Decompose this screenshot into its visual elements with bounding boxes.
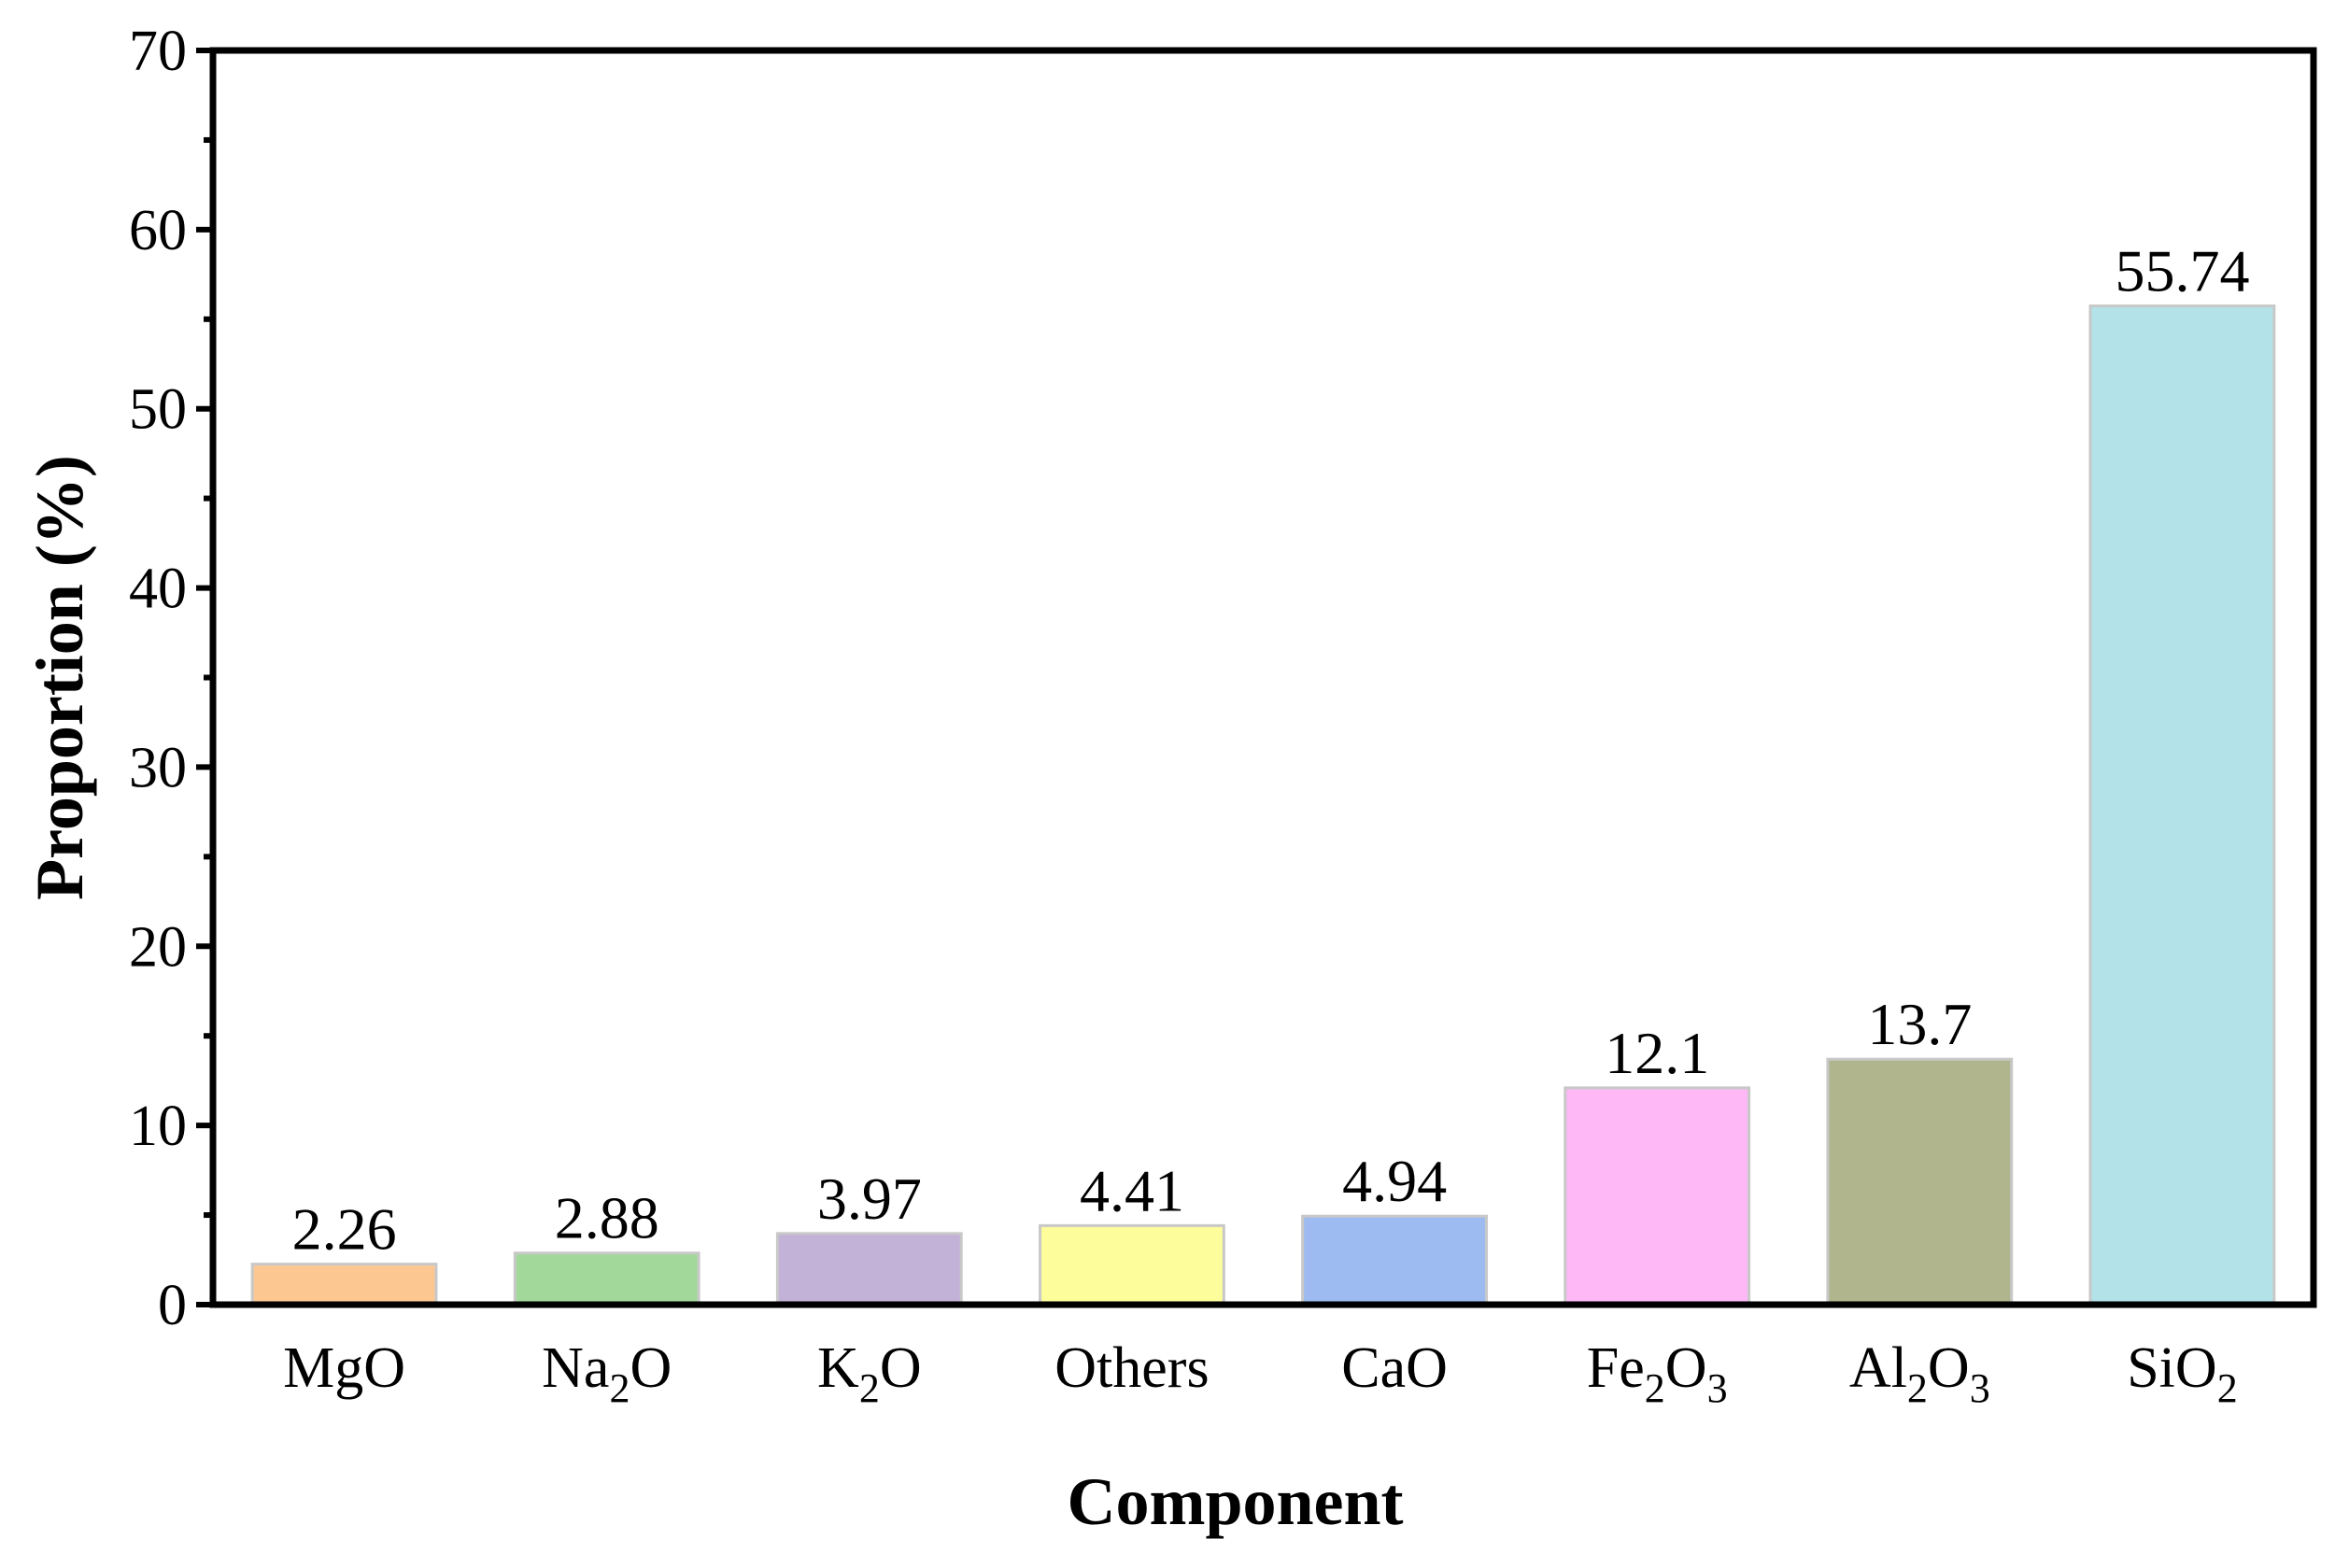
- category-label: MgO: [283, 1336, 405, 1400]
- bar-value-label: 2.26: [292, 1196, 397, 1263]
- bar-value-label: 12.1: [1605, 1020, 1709, 1086]
- y-tick-label: 60: [129, 199, 187, 262]
- y-axis-title: Proportion (%): [22, 455, 97, 900]
- bar-k2o: [775, 1232, 963, 1307]
- category-label: CaO: [1341, 1336, 1448, 1400]
- bar-al2o3: [1826, 1057, 2014, 1307]
- x-axis-category-labels: MgO Na2O K2O Others CaO Fe2O3 Al2O3 SiO2: [283, 1336, 2238, 1411]
- category-label: Na2O: [542, 1336, 672, 1411]
- bars-group: [250, 304, 2276, 1307]
- category-label: Fe2O3: [1587, 1336, 1728, 1411]
- bar-na2o: [513, 1251, 700, 1307]
- bar-cao: [1301, 1214, 1488, 1307]
- bar-value-label: 3.97: [817, 1165, 922, 1232]
- y-tick-label: 10: [129, 1095, 187, 1158]
- bar-value-label: 13.7: [1867, 991, 1972, 1057]
- bar-value-label: 55.74: [2115, 238, 2249, 304]
- y-tick-label: 50: [129, 378, 187, 442]
- y-tick-label: 20: [129, 915, 187, 979]
- y-tick-label: 40: [129, 558, 187, 621]
- category-label: K2O: [817, 1336, 922, 1411]
- plot-frame: [209, 47, 2317, 1308]
- y-tick-label: 30: [129, 736, 187, 799]
- bar-sio2: [2088, 304, 2276, 1307]
- bar-value-label: 2.88: [555, 1185, 659, 1251]
- bar-value-label: 4.41: [1080, 1157, 1184, 1223]
- bar-fe2o3: [1564, 1086, 1751, 1307]
- category-label: SiO2: [2127, 1336, 2238, 1411]
- y-axis-tick-labels: 0 10 20 30 40 50 60 70: [129, 20, 187, 1337]
- bar-others: [1039, 1223, 1225, 1307]
- y-tick-label: 0: [158, 1274, 187, 1337]
- y-tick-label: 70: [129, 20, 187, 83]
- bar-value-label: 4.94: [1342, 1148, 1447, 1214]
- bar-value-labels: 2.26 2.88 3.97 4.41 4.94 12.1 13.7 55.74: [292, 238, 2250, 1263]
- category-label: Al2O3: [1849, 1336, 1990, 1411]
- bar-mgo: [250, 1263, 438, 1307]
- category-label: Others: [1054, 1336, 1209, 1400]
- x-axis-title: Component: [1067, 1464, 1403, 1539]
